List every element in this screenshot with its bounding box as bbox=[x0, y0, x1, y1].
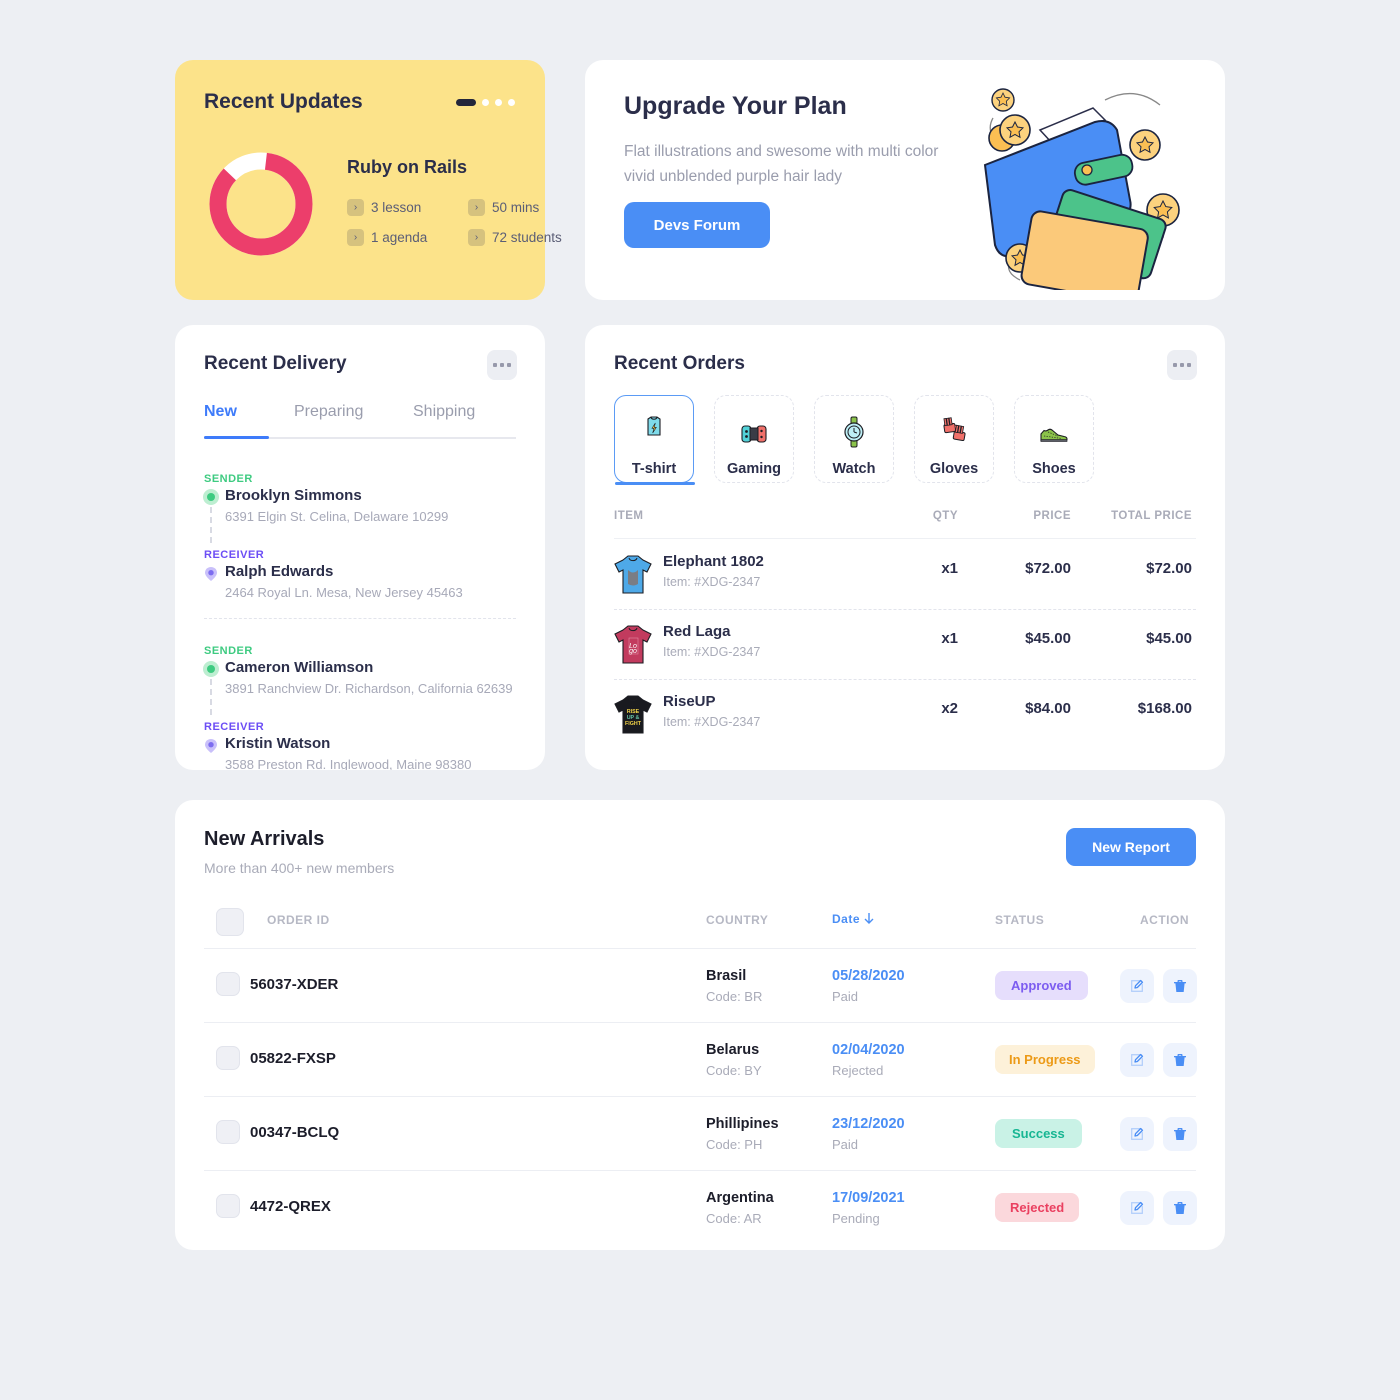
svg-text:go: go bbox=[629, 648, 637, 655]
svg-text:FIGHT: FIGHT bbox=[625, 721, 642, 727]
